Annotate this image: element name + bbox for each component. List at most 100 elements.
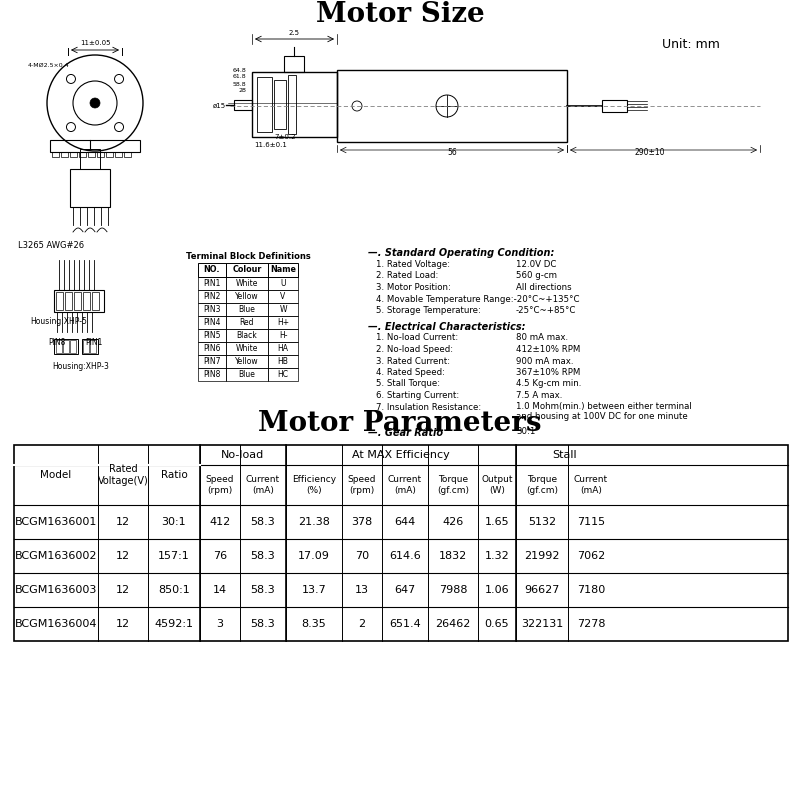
Bar: [226, 263, 268, 277]
Text: Unit: mm: Unit: mm: [662, 38, 720, 50]
Text: 367±10% RPM: 367±10% RPM: [516, 368, 580, 377]
Text: 11.6±0.1: 11.6±0.1: [254, 142, 287, 148]
Text: 850:1: 850:1: [158, 585, 190, 595]
Text: 3. Rated Current:: 3. Rated Current:: [376, 357, 450, 366]
Text: 290±10: 290±10: [634, 148, 666, 157]
Bar: [268, 263, 298, 277]
Bar: [198, 316, 226, 329]
Bar: [226, 303, 268, 316]
Bar: [97, 152, 104, 157]
Text: Speed
(rpm): Speed (rpm): [348, 475, 376, 494]
Text: PIN1: PIN1: [86, 338, 102, 347]
Text: 64.8: 64.8: [232, 67, 246, 73]
Bar: [226, 316, 268, 329]
Text: Torque
(gf.cm): Torque (gf.cm): [437, 475, 469, 494]
Bar: [226, 355, 268, 368]
Bar: [63, 340, 69, 353]
Text: PIN8: PIN8: [48, 338, 66, 347]
Text: 58.3: 58.3: [250, 585, 275, 595]
Text: HA: HA: [278, 344, 289, 353]
Bar: [88, 152, 95, 157]
Text: 11±0.05: 11±0.05: [80, 40, 110, 46]
Bar: [198, 277, 226, 290]
Bar: [268, 316, 298, 329]
Text: 644: 644: [394, 517, 416, 527]
Text: 4.5 Kg-cm min.: 4.5 Kg-cm min.: [516, 379, 582, 389]
Bar: [82, 339, 98, 354]
Text: Current
(mA): Current (mA): [246, 475, 280, 494]
Text: 2. Rated Load:: 2. Rated Load:: [376, 271, 438, 281]
Text: 4. Movable Temperature Range:-20°C~+135°C: 4. Movable Temperature Range:-20°C~+135°…: [376, 294, 579, 303]
Bar: [252, 72, 337, 137]
Bar: [198, 290, 226, 303]
Text: -25°C~+85°C: -25°C~+85°C: [516, 306, 576, 315]
Text: PIN3: PIN3: [203, 305, 221, 314]
Text: —. Standard Operating Condition:: —. Standard Operating Condition:: [368, 248, 554, 258]
Text: All directions: All directions: [516, 283, 572, 292]
Text: Rated
Voltage(V): Rated Voltage(V): [98, 464, 148, 486]
Text: Output
(W): Output (W): [482, 475, 513, 494]
Bar: [268, 277, 298, 290]
Bar: [70, 152, 77, 157]
Text: 21992: 21992: [524, 551, 560, 561]
Text: White: White: [236, 279, 258, 288]
Text: 26462: 26462: [435, 619, 470, 629]
Text: Housing:XHP-3: Housing:XHP-3: [52, 362, 109, 371]
Text: 61.8: 61.8: [232, 74, 246, 79]
Text: 12.0V DC: 12.0V DC: [516, 260, 556, 269]
Bar: [83, 292, 90, 310]
Text: 7.5 A max.: 7.5 A max.: [516, 391, 562, 400]
Text: 651.4: 651.4: [389, 619, 421, 629]
Bar: [337, 70, 567, 142]
Text: Housing:XHP-5: Housing:XHP-5: [30, 317, 87, 326]
Text: 80 mA max.: 80 mA max.: [516, 334, 568, 342]
Text: 1.06: 1.06: [485, 585, 510, 595]
Bar: [198, 263, 226, 277]
Bar: [92, 292, 99, 310]
Text: At MAX Efficiency: At MAX Efficiency: [352, 450, 450, 460]
Text: —. Electrical Characteristics:: —. Electrical Characteristics:: [368, 322, 526, 331]
Text: 2: 2: [358, 619, 366, 629]
Text: Colour: Colour: [232, 266, 262, 274]
Text: 17.09: 17.09: [298, 551, 330, 561]
Bar: [198, 368, 226, 381]
Text: 7115: 7115: [577, 517, 605, 527]
Text: 12: 12: [116, 619, 130, 629]
Bar: [226, 368, 268, 381]
Text: BCGM1636002: BCGM1636002: [14, 551, 98, 561]
Text: 14: 14: [213, 585, 227, 595]
Bar: [268, 303, 298, 316]
Text: 1.65: 1.65: [485, 517, 510, 527]
Text: PIN8: PIN8: [203, 370, 221, 379]
Text: Torque
(gf.cm): Torque (gf.cm): [526, 475, 558, 494]
Text: 8.35: 8.35: [302, 619, 326, 629]
Text: 3. Motor Position:: 3. Motor Position:: [376, 283, 451, 292]
Text: 30:1: 30:1: [516, 427, 535, 437]
Text: Current
(mA): Current (mA): [388, 475, 422, 494]
Text: 12: 12: [116, 585, 130, 595]
Text: Ratio: Ratio: [161, 470, 187, 480]
Bar: [268, 290, 298, 303]
Bar: [226, 290, 268, 303]
Text: 7180: 7180: [577, 585, 605, 595]
Text: HC: HC: [278, 370, 289, 379]
Bar: [198, 303, 226, 316]
Text: H+: H+: [277, 318, 289, 327]
Text: PIN1: PIN1: [203, 279, 221, 288]
Text: 56: 56: [447, 148, 457, 157]
Text: 13.7: 13.7: [302, 585, 326, 595]
Bar: [50, 140, 140, 152]
Bar: [70, 340, 76, 353]
Text: Blue: Blue: [238, 370, 255, 379]
Text: 2. No-load Speed:: 2. No-load Speed:: [376, 345, 453, 354]
Bar: [80, 149, 100, 169]
Text: 412±10% RPM: 412±10% RPM: [516, 345, 580, 354]
Text: 7278: 7278: [577, 619, 606, 629]
Bar: [268, 329, 298, 342]
Text: 1. Rated Voltage:: 1. Rated Voltage:: [376, 260, 450, 269]
Bar: [70, 169, 110, 207]
Text: 3: 3: [217, 619, 223, 629]
Text: 4592:1: 4592:1: [154, 619, 194, 629]
Bar: [54, 339, 78, 354]
Text: HB: HB: [278, 357, 289, 366]
